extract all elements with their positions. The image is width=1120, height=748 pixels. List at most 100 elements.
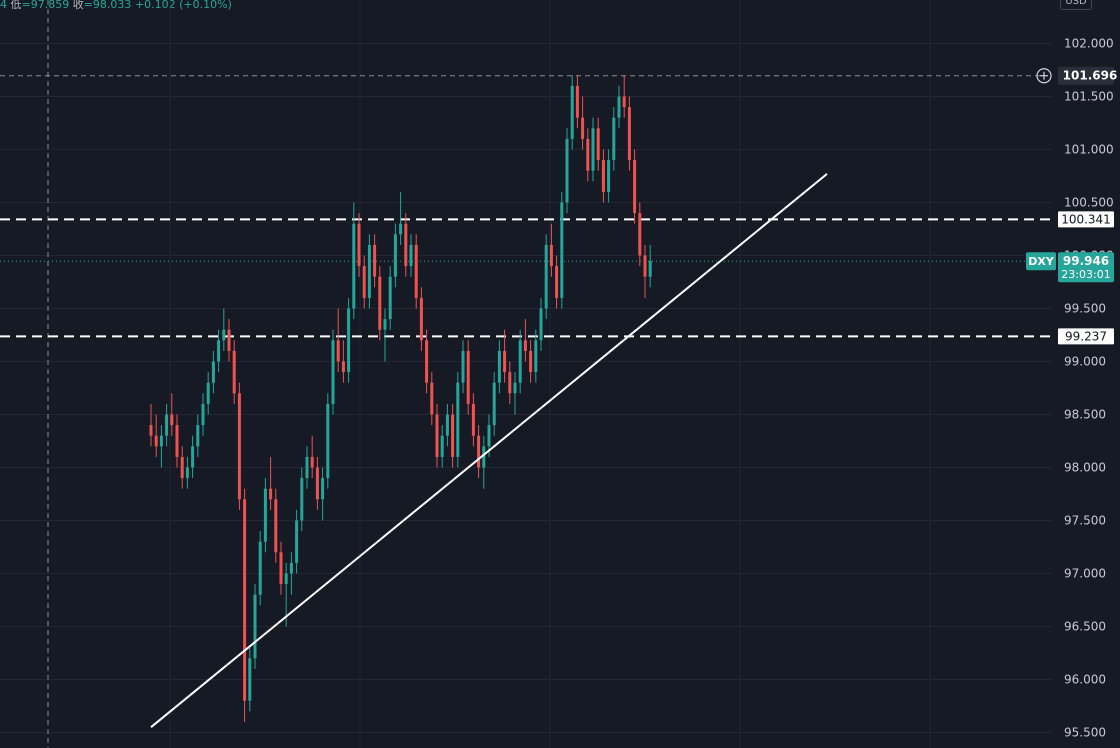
candle-body [378,276,382,330]
current-price-label: 99.946 [1063,254,1109,268]
candle-body [570,85,574,139]
level-price-label: 99.237 [1065,329,1107,343]
candle-body [373,244,377,277]
close-label: 收 [72,0,84,11]
candle-body [523,340,527,351]
candle-body [191,446,195,468]
candle-body [295,520,299,563]
ohlc-header: 4 低=97.859 收=98.033 +0.102 (+0.10%) [0,0,232,12]
candle-body [565,138,569,203]
candle-body [185,467,189,479]
candle-body [310,456,314,468]
countdown-label: 23:03:01 [1061,268,1110,281]
candle-body [529,350,533,373]
candle-body [482,446,486,468]
candle-body [591,128,595,171]
crosshair-price-label: 101.696 [1063,69,1118,83]
candle-body [336,340,340,362]
candle-body [534,340,538,373]
candle-body [539,308,543,341]
candle-body [638,213,642,256]
candle-body [159,435,163,447]
candle-body [253,594,257,659]
candle-body [492,382,496,426]
candle-body [399,223,403,235]
candle-body [165,414,169,436]
current-price-tag [1058,252,1114,283]
price-axis: 95.500 96.000 96.500 97.000 97.500 98.000 98.5… [1064,37,1114,740]
candle-body [466,350,470,404]
candle-body [643,255,647,277]
change-value: +0.102 (+0.10%) [134,0,232,11]
candle-body [544,244,548,309]
candles [149,75,652,722]
candle-body [586,138,590,171]
candle-body [284,573,288,585]
candle-body [222,329,226,341]
candle-body [331,340,335,404]
y-tick-label: 102.000 [1064,37,1114,51]
candle-body [456,382,460,457]
y-tick-label: 98.000 [1064,461,1106,475]
y-tick-label: 101.500 [1064,90,1114,104]
y-tick-label: 101.000 [1064,143,1114,157]
candle-body [581,117,585,139]
level-price-label: 100.341 [1061,212,1111,226]
candle-body [357,223,361,267]
candle-body [289,562,293,574]
candle-body [305,456,309,479]
candle-body [425,340,429,383]
candle-body [201,403,205,426]
candle-body [258,541,262,595]
trendline [150,173,828,728]
candle-body [451,414,455,457]
header-partial-prefix: 4 [0,0,7,11]
candle-body [175,425,179,457]
currency-selector[interactable]: USD [1060,0,1092,10]
candle-body [321,478,325,500]
candle-body [471,403,475,436]
candle-body [508,372,512,394]
chart-grid [0,0,1052,748]
candle-body [633,160,637,214]
candle-body [232,350,236,394]
candle-body [248,658,252,701]
candle-body [549,244,553,267]
y-tick-label: 100.500 [1064,196,1114,210]
y-tick-label: 97.500 [1064,514,1106,528]
low-value: =97.859 [21,0,70,11]
candle-body [154,435,158,447]
candle-body [435,414,439,457]
close-value: =98.033 [83,0,132,11]
candle-body [617,96,621,118]
candle-body [274,499,278,553]
candle-body [170,414,174,426]
candle-body [513,382,517,394]
candle-body [601,160,605,192]
candle-body [388,276,392,320]
candle-body [555,266,559,298]
candle-body [575,85,579,118]
candle-body [596,128,600,161]
candle-body [560,202,564,298]
y-tick-label: 95.500 [1064,726,1106,740]
y-tick-label: 96.000 [1064,673,1106,687]
candle-body [206,382,210,404]
candle-body [269,488,273,500]
candle-body [503,350,507,373]
add-level-icon [1036,68,1052,84]
candle-body [217,340,221,362]
candle-body [477,435,481,468]
symbol-label: DXY [1028,255,1055,268]
candle-body [362,266,366,298]
trendline-group [150,173,828,728]
horizontal-levels [0,218,1056,338]
candle-body [352,223,356,309]
candle-body [383,319,387,330]
candle-body [315,467,319,500]
candle-body [409,244,413,267]
candle-body [341,361,345,373]
candle-body [180,456,184,479]
